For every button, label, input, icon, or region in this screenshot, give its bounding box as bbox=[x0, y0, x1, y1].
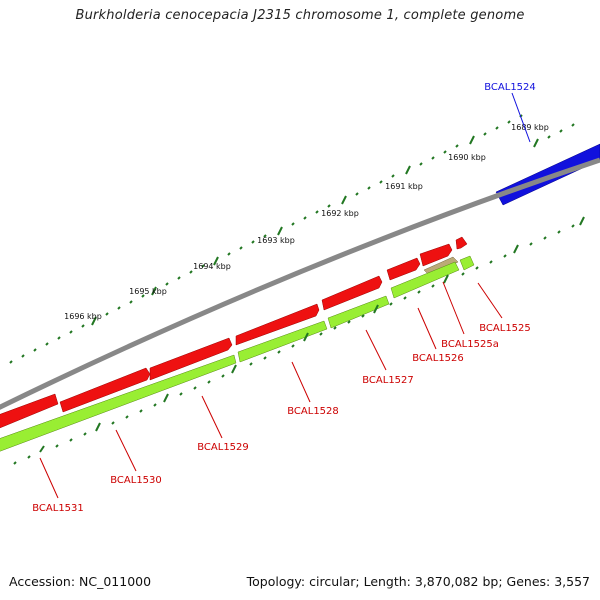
gene-bcal1525a[interactable] bbox=[419, 243, 453, 267]
kbp-label: 1689 kbp bbox=[511, 123, 549, 132]
gene-green-1[interactable] bbox=[0, 354, 237, 455]
gene-label-bcal1527: BCAL1527 bbox=[362, 375, 414, 386]
inner-tick-track bbox=[13, 216, 585, 465]
gene-label-bcal1529: BCAL1529 bbox=[197, 442, 249, 453]
kbp-label: 1692 kbp bbox=[321, 209, 359, 218]
gene-green-2[interactable] bbox=[237, 320, 328, 363]
gene-bcal1528[interactable] bbox=[235, 303, 320, 346]
forward-strand-genes bbox=[0, 236, 468, 432]
gene-label-bcal1525: BCAL1525 bbox=[479, 323, 531, 334]
gene-labels: BCAL1525 BCAL1525a BCAL1526 BCAL1527 BCA… bbox=[32, 323, 531, 514]
map-title: Burkholderia cenocepacia J2315 chromosom… bbox=[75, 8, 525, 23]
gene-label-bcal1525a: BCAL1525a bbox=[441, 339, 499, 350]
gene-bcal1526[interactable] bbox=[386, 257, 421, 281]
gene-bcal1524[interactable] bbox=[495, 143, 600, 206]
gene-bcal1525[interactable] bbox=[455, 236, 468, 250]
gene-label-bcal1526: BCAL1526 bbox=[412, 353, 464, 364]
gene-green-3[interactable] bbox=[327, 295, 390, 329]
gene-green-4[interactable] bbox=[390, 261, 460, 299]
kbp-label: 1691 kbp bbox=[385, 182, 423, 191]
reverse-strand-genes bbox=[0, 255, 475, 455]
gene-bcal1527[interactable] bbox=[321, 275, 383, 311]
gene-label-bcal1528: BCAL1528 bbox=[287, 406, 339, 417]
gene-bcal1529[interactable] bbox=[149, 337, 233, 381]
gene-label-bcal1524: BCAL1524 bbox=[484, 82, 536, 93]
kbp-label: 1696 kbp bbox=[64, 312, 102, 321]
kbp-label: 1693 kbp bbox=[257, 236, 295, 245]
gene-bcal1531[interactable] bbox=[0, 393, 59, 432]
kbp-label: 1690 kbp bbox=[448, 153, 486, 162]
gene-label-bcal1531: BCAL1531 bbox=[32, 503, 84, 514]
gene-green-5[interactable] bbox=[459, 255, 475, 271]
label-leader bbox=[511, 92, 531, 143]
gene-bcal1530[interactable] bbox=[59, 367, 151, 413]
kbp-label: 1695 kbp bbox=[129, 287, 167, 296]
gene-label-leaders bbox=[39, 281, 503, 499]
kbp-labels: 1689 kbp 1690 kbp 1691 kbp 1692 kbp 1693… bbox=[64, 123, 549, 321]
genome-backbone bbox=[0, 157, 600, 410]
accession-label: Accession: NC_011000 bbox=[9, 574, 152, 589]
gene-label-bcal1530: BCAL1530 bbox=[110, 475, 162, 486]
kbp-label: 1694 kbp bbox=[193, 262, 231, 271]
genome-summary: Topology: circular; Length: 3,870,082 bp… bbox=[246, 574, 590, 589]
outer-tick-track bbox=[9, 114, 575, 364]
